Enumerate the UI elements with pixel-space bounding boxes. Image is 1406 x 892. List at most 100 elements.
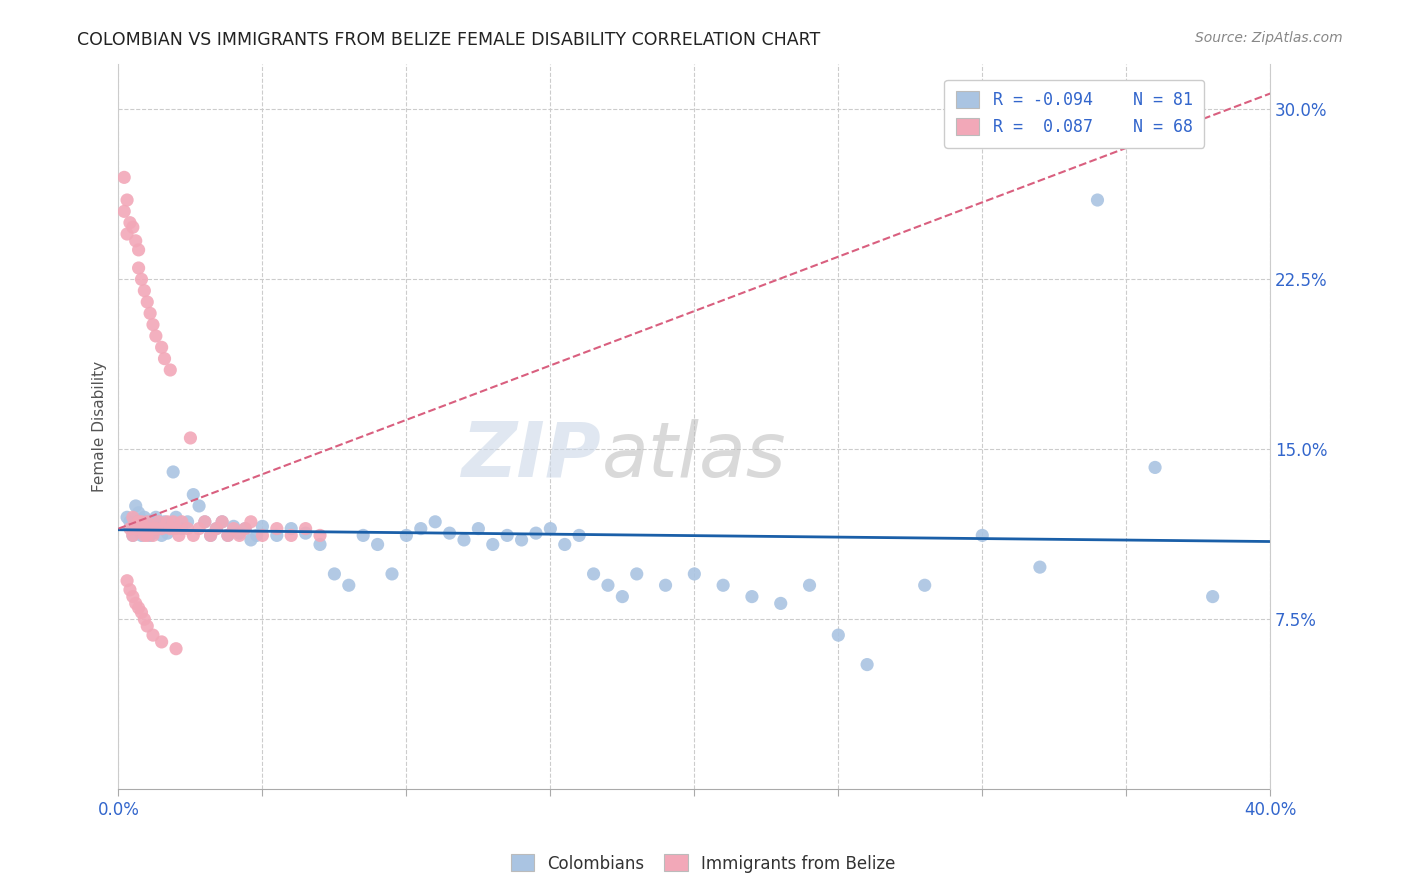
Point	[159, 522, 181, 536]
Point	[159, 363, 181, 377]
Point	[280, 528, 302, 542]
Point	[246, 528, 269, 542]
Point	[1201, 590, 1223, 604]
Point	[856, 657, 879, 672]
Point	[131, 515, 153, 529]
Point	[181, 488, 204, 502]
Point	[914, 578, 936, 592]
Point	[145, 522, 167, 536]
Point	[211, 515, 233, 529]
Point	[128, 522, 150, 536]
Point	[323, 566, 346, 581]
Point	[524, 526, 547, 541]
Point	[233, 522, 256, 536]
Point	[125, 515, 148, 529]
Point	[150, 528, 173, 542]
Point	[181, 528, 204, 542]
Point	[142, 526, 165, 541]
Point	[309, 537, 332, 551]
Point	[150, 522, 173, 536]
Point	[118, 515, 141, 529]
Point	[150, 635, 173, 649]
Text: COLOMBIAN VS IMMIGRANTS FROM BELIZE FEMALE DISABILITY CORRELATION CHART: COLOMBIAN VS IMMIGRANTS FROM BELIZE FEMA…	[77, 31, 821, 49]
Point	[252, 519, 274, 533]
Point	[115, 510, 138, 524]
Point	[228, 526, 250, 541]
Text: atlas: atlas	[602, 418, 787, 492]
Point	[162, 465, 184, 479]
Point	[134, 519, 156, 533]
Point	[139, 306, 162, 320]
Point	[125, 522, 148, 536]
Point	[395, 528, 418, 542]
Point	[205, 522, 228, 536]
Point	[139, 522, 162, 536]
Point	[1144, 460, 1167, 475]
Point	[683, 566, 706, 581]
Point	[239, 533, 262, 547]
Point	[568, 528, 591, 542]
Point	[121, 528, 143, 542]
Point	[134, 284, 156, 298]
Point	[741, 590, 763, 604]
Point	[596, 578, 619, 592]
Point	[165, 522, 187, 536]
Point	[538, 522, 561, 536]
Point	[159, 519, 181, 533]
Point	[439, 526, 461, 541]
Point	[148, 515, 170, 529]
Point	[115, 227, 138, 241]
Point	[131, 272, 153, 286]
Point	[134, 612, 156, 626]
Point	[142, 628, 165, 642]
Point	[309, 528, 332, 542]
Point	[612, 590, 634, 604]
Point	[294, 526, 316, 541]
Point	[121, 522, 143, 536]
Point	[252, 528, 274, 542]
Point	[222, 522, 245, 536]
Point	[654, 578, 676, 592]
Point	[145, 329, 167, 343]
Point	[136, 528, 159, 542]
Point	[153, 351, 176, 366]
Point	[239, 515, 262, 529]
Point	[115, 574, 138, 588]
Point	[136, 515, 159, 529]
Point	[128, 260, 150, 275]
Point	[453, 533, 475, 547]
Point	[205, 522, 228, 536]
Point	[131, 606, 153, 620]
Point	[170, 522, 193, 536]
Point	[115, 193, 138, 207]
Y-axis label: Female Disability: Female Disability	[93, 361, 107, 492]
Point	[467, 522, 489, 536]
Point	[128, 506, 150, 520]
Point	[1029, 560, 1052, 574]
Legend: Colombians, Immigrants from Belize: Colombians, Immigrants from Belize	[503, 847, 903, 880]
Point	[128, 243, 150, 257]
Point	[131, 512, 153, 526]
Point	[125, 234, 148, 248]
Point	[1087, 193, 1109, 207]
Point	[142, 528, 165, 542]
Point	[194, 515, 217, 529]
Point	[128, 515, 150, 529]
Point	[139, 528, 162, 542]
Point	[125, 596, 148, 610]
Point	[211, 515, 233, 529]
Point	[409, 522, 432, 536]
Point	[112, 170, 135, 185]
Point	[118, 582, 141, 597]
Point	[136, 295, 159, 310]
Point	[118, 216, 141, 230]
Point	[280, 522, 302, 536]
Point	[188, 522, 211, 536]
Point	[134, 528, 156, 542]
Point	[136, 619, 159, 633]
Point	[179, 431, 201, 445]
Point	[176, 515, 198, 529]
Point	[481, 537, 503, 551]
Point	[128, 601, 150, 615]
Point	[142, 318, 165, 332]
